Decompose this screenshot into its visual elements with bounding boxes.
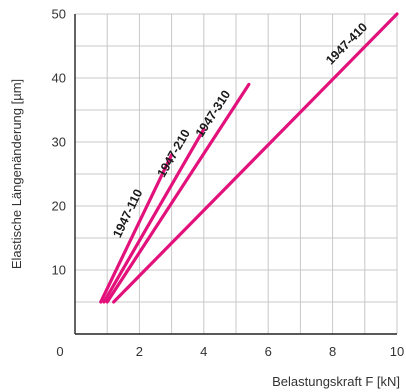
series-label: 1947-210 [154,127,193,180]
series-label: 1947-110 [110,187,145,240]
series-line [99,153,174,304]
x-tick-label: 0 [56,344,63,359]
x-tick-label: 10 [390,344,404,359]
y-tick-label: 40 [52,71,66,86]
series-lines [99,12,399,304]
series-line [112,12,399,304]
series-line [102,127,206,304]
tick-labels: 0 2 4 6 8 10 10 20 30 40 50 [52,7,405,360]
series-label: 1947-410 [323,20,370,68]
y-tick-label: 50 [52,7,66,22]
x-tick-label: 6 [265,344,272,359]
series-label: 1947-310 [193,88,234,140]
x-tick-label: 2 [136,344,143,359]
y-tick-label: 20 [52,199,66,214]
x-axis-title: Belastungskraft F [kN] [272,374,400,389]
x-tick-label: 4 [200,344,207,359]
series-line [105,82,251,304]
y-tick-label: 30 [52,135,66,150]
x-tick-label: 8 [329,344,336,359]
y-axis-title: Elastische Längenänderung [µm] [9,79,24,269]
axes [74,14,397,335]
y-tick-label: 10 [52,263,66,278]
